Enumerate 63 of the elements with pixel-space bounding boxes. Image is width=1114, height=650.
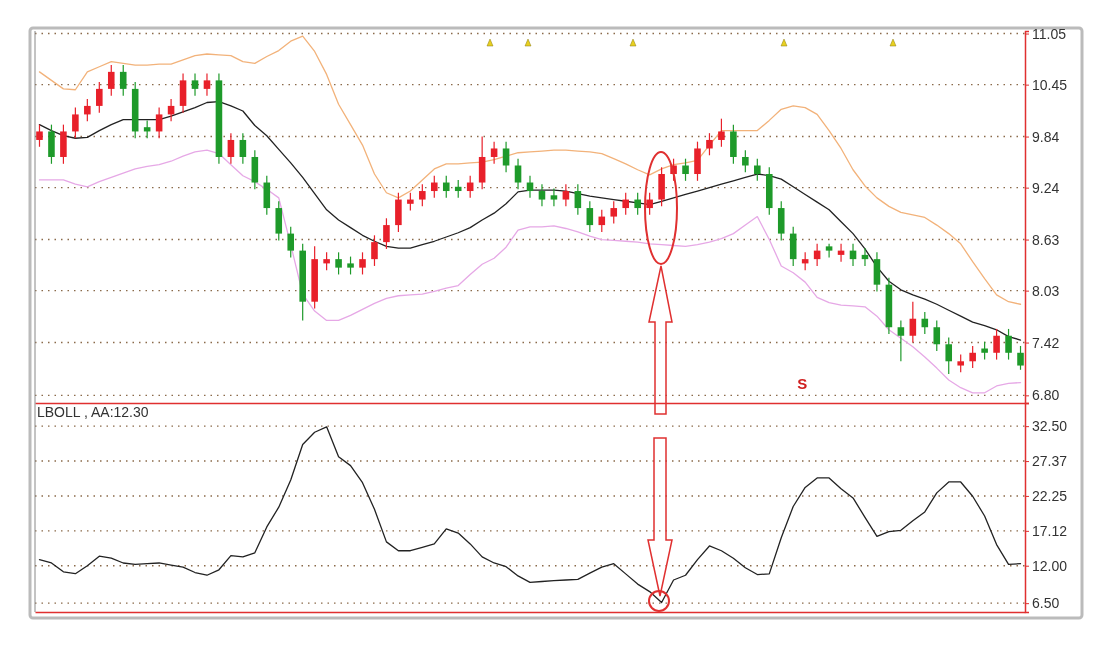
candlestick — [897, 319, 905, 362]
y-tick-label: 8.63 — [1032, 231, 1060, 248]
candlestick — [754, 158, 761, 182]
candlestick — [72, 107, 79, 139]
y-tick-label: 6.80 — [1032, 387, 1060, 404]
candlestick — [442, 175, 450, 199]
y-tick-label: 8.03 — [1032, 282, 1060, 299]
candlestick — [622, 192, 629, 216]
line-series — [38, 35, 1022, 305]
candlestick — [682, 158, 689, 182]
candlestick — [933, 319, 941, 352]
candlestick — [550, 187, 558, 207]
candlestick — [239, 132, 247, 165]
candlestick — [634, 192, 641, 216]
candlestick — [909, 301, 917, 344]
candlestick — [335, 251, 342, 276]
candlestick — [969, 345, 976, 369]
candlestick — [610, 200, 618, 224]
candlestick — [419, 183, 426, 207]
candlestick — [155, 107, 163, 139]
candlestick — [562, 183, 570, 207]
candlestick — [825, 243, 833, 259]
candlestick — [993, 328, 1000, 361]
y-tick-label: 11.05 — [1032, 25, 1067, 42]
annotation: S — [797, 375, 808, 392]
candlestick — [742, 149, 749, 173]
y-tick-label: 27.37 — [1032, 453, 1068, 470]
candlestick — [371, 234, 378, 267]
y-tick-label: 17.12 — [1032, 522, 1068, 539]
candlestick — [502, 141, 510, 173]
candlestick — [514, 158, 522, 190]
candlestick — [84, 98, 91, 122]
candlestick — [383, 217, 390, 250]
y-tick-label: 9.24 — [1032, 179, 1060, 196]
line-series — [38, 149, 1022, 394]
candlestick — [287, 226, 295, 259]
candlestick — [490, 141, 498, 165]
candlestick — [119, 64, 127, 97]
candlestick — [96, 81, 103, 114]
candlestick — [359, 251, 366, 276]
y-tick-label: 22.25 — [1032, 487, 1068, 504]
candlestick — [598, 209, 606, 233]
candlestick — [1005, 328, 1012, 361]
y-tick-label: 9.84 — [1032, 128, 1060, 145]
candlestick — [107, 64, 115, 97]
candlestick — [36, 124, 43, 148]
candlestick — [227, 132, 235, 165]
candlestick — [431, 175, 438, 199]
y-tick-label: 10.45 — [1032, 76, 1068, 93]
candlestick — [945, 336, 953, 375]
y-tick-label: 32.50 — [1032, 418, 1068, 435]
candlestick — [586, 200, 594, 233]
candlestick — [203, 72, 211, 97]
y-tick-label: 12.00 — [1032, 557, 1068, 574]
candlestick — [191, 72, 199, 97]
candlestick — [718, 118, 725, 148]
candlestick — [646, 192, 653, 216]
chart-title: LBOLL , AA:12.30 — [37, 404, 149, 420]
y-tick-label: 6.50 — [1032, 595, 1060, 612]
y-tick-label: 7.42 — [1032, 334, 1060, 351]
candlestick — [706, 132, 713, 156]
candlestick — [538, 183, 546, 207]
candlestick — [574, 183, 582, 216]
